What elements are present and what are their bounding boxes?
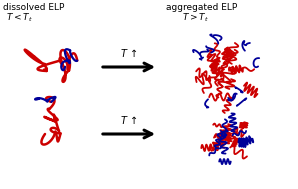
Text: $T$ ↑: $T$ ↑ [120,114,138,126]
Text: dissolved ELP: dissolved ELP [3,3,64,12]
Text: $T$ ↑: $T$ ↑ [120,47,138,59]
Text: $T < T_t$: $T < T_t$ [6,11,33,23]
Text: $T > T_t$: $T > T_t$ [182,11,209,23]
Text: aggregated ELP: aggregated ELP [166,3,237,12]
